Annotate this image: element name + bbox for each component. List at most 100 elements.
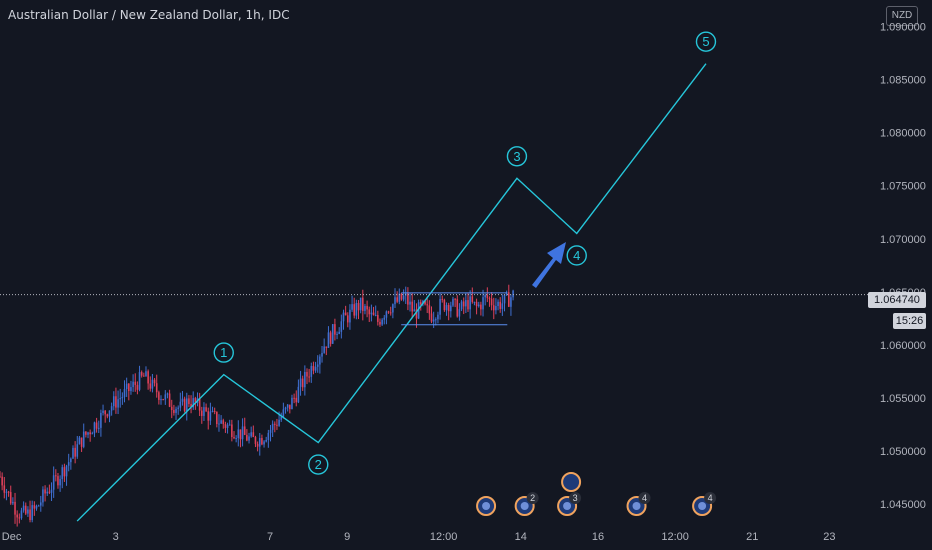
candle-body <box>396 297 398 302</box>
candle-body <box>149 383 152 389</box>
candle-body <box>336 333 338 335</box>
candle-body <box>312 365 315 371</box>
candlestick-series <box>0 284 514 527</box>
x-tick-label: 12:00 <box>661 531 689 543</box>
currency-selector[interactable]: NZD <box>886 6 918 26</box>
candle-body <box>381 319 383 325</box>
candle-body <box>398 293 401 302</box>
event-count-badge <box>638 492 651 504</box>
candle-body <box>108 410 111 417</box>
candle-body <box>207 411 210 421</box>
x-tick-label: 9 <box>344 531 350 543</box>
candle-body <box>140 372 143 376</box>
candle-body <box>37 505 40 507</box>
candle-body <box>33 505 36 509</box>
x-tick-label: Dec <box>2 531 22 543</box>
candle-body <box>100 412 102 428</box>
candle-body <box>282 409 285 417</box>
candle-body <box>331 324 334 344</box>
candle-body <box>325 346 328 348</box>
candle-body <box>177 407 179 409</box>
candle-body <box>175 408 177 413</box>
candle-body <box>243 426 246 435</box>
candle-body <box>18 517 21 519</box>
candle-body <box>104 410 106 415</box>
candle-body <box>284 407 287 410</box>
candle-body <box>258 438 261 447</box>
wave-label: 5 <box>702 34 709 49</box>
candle-body <box>52 475 55 490</box>
candle-body <box>31 505 34 521</box>
bar-countdown: 15:26 <box>893 313 926 329</box>
candle-body <box>155 383 158 393</box>
candle-body <box>102 410 104 413</box>
arrow-shape[interactable] <box>532 242 566 288</box>
candle-body <box>372 312 375 316</box>
candle-body <box>368 309 371 315</box>
candle-body <box>480 304 482 310</box>
candle-body <box>239 429 242 440</box>
event-marker-icon[interactable] <box>561 472 582 492</box>
candle-body <box>291 397 293 410</box>
candle-body <box>482 297 484 310</box>
candle-body <box>145 371 147 377</box>
wave-label-circle <box>695 31 717 52</box>
x-axis: Dec 3 7 9 12:00 14 16 12:00 21 23 <box>2 531 836 543</box>
candle-body <box>5 491 8 493</box>
candle-body <box>188 398 190 404</box>
y-tick-label: 1.050000 <box>880 446 926 458</box>
x-tick-label: 7 <box>267 531 273 543</box>
candle-body <box>505 292 508 295</box>
candle-body <box>289 404 291 410</box>
candle-body <box>400 293 403 300</box>
candle-body <box>160 399 162 401</box>
candle-body <box>389 312 392 314</box>
candle-body <box>407 293 409 305</box>
candle-body <box>492 305 495 311</box>
wave-line[interactable] <box>76 63 707 522</box>
candle-body <box>280 416 283 420</box>
candle-body <box>295 397 298 403</box>
candle-body <box>454 298 456 300</box>
candle-body <box>458 309 461 317</box>
x-tick-label: 23 <box>823 531 835 543</box>
candle-body <box>55 475 57 477</box>
candle-body <box>357 303 360 311</box>
candle-body <box>441 298 444 300</box>
candle-body <box>67 462 70 466</box>
candle-body <box>426 304 429 306</box>
candle-body <box>233 436 235 439</box>
candle-body <box>411 301 413 312</box>
event-marker-dot <box>563 502 572 510</box>
candle-body <box>44 489 46 494</box>
candle-body <box>484 294 486 298</box>
event-count: 3 <box>573 493 578 503</box>
bullish-arrow <box>532 242 566 288</box>
candle-body <box>59 479 61 486</box>
candle-body <box>231 424 233 437</box>
candle-body <box>7 491 10 493</box>
candle-body <box>203 407 205 416</box>
candle-body <box>310 365 313 377</box>
candle-body <box>377 314 379 322</box>
event-marker-dot <box>698 502 707 510</box>
elliott-wave: 1 2 3 4 5 <box>76 31 717 522</box>
candle-body <box>460 301 463 310</box>
candle-body <box>181 398 184 402</box>
candle-body <box>241 426 244 440</box>
candle-body <box>323 346 325 353</box>
candle-body <box>510 297 512 307</box>
candle-body <box>273 423 276 425</box>
wave-label-circle <box>566 245 587 266</box>
candle-body <box>72 447 74 459</box>
wave-label: 4 <box>573 248 580 263</box>
x-tick-label: 21 <box>746 531 758 543</box>
candle-body <box>364 305 366 311</box>
candle-body <box>97 427 100 429</box>
candle-body <box>106 414 109 417</box>
candle-body <box>417 302 420 319</box>
candle-body <box>271 423 274 430</box>
candle-body <box>473 301 476 303</box>
candle-body <box>24 505 27 514</box>
